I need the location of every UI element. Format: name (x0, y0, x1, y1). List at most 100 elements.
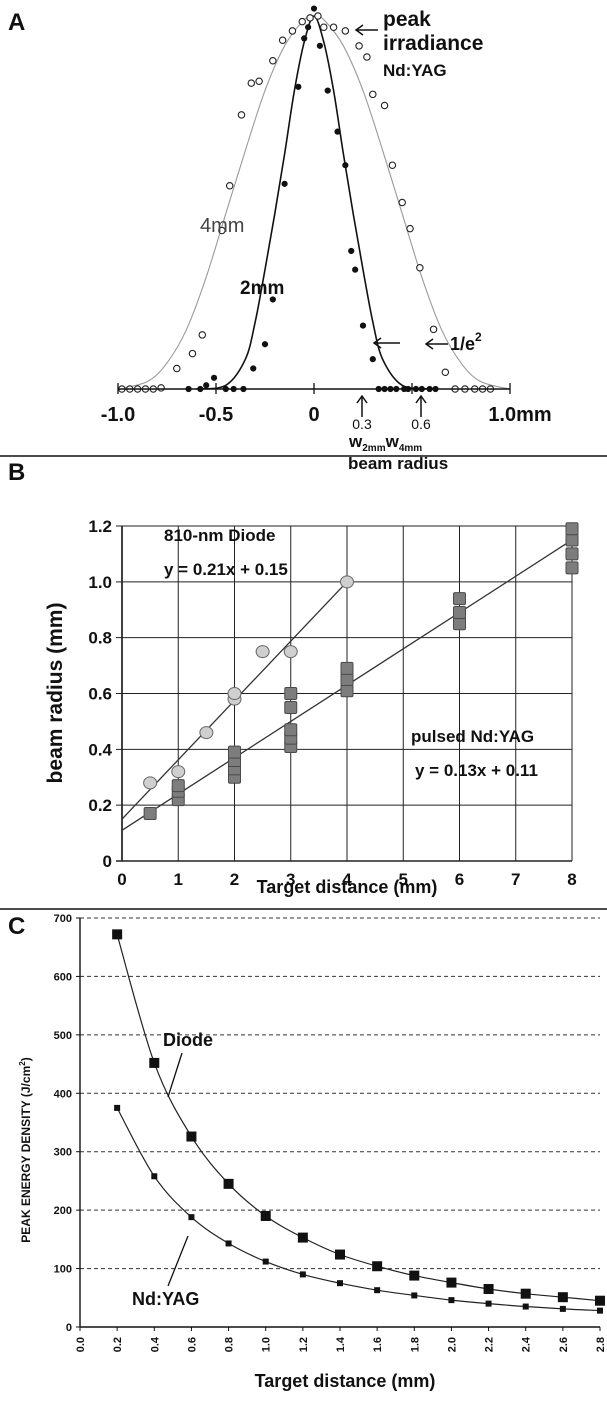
point-Diode-0 (112, 929, 123, 940)
x-tick-label-6: 1.2 (298, 1337, 310, 1352)
x-tick-label-0: 0.0 (75, 1337, 87, 1352)
label-e2: 1/e2 (450, 330, 482, 354)
point-Diode-12 (557, 1292, 568, 1303)
point-Diode-6 (335, 1249, 345, 1260)
point-4mm-11 (237, 111, 246, 119)
panel-a-fit-curves (117, 15, 511, 390)
diode-equation: y = 0.21x + 0.15 (164, 560, 288, 579)
peak-arrow-head-icon (354, 24, 364, 36)
x-tick-label-9: 1.8 (409, 1337, 421, 1352)
ndyag-point-21 (565, 533, 579, 547)
diode-point-7 (340, 575, 354, 589)
point-Diode-4 (260, 1210, 271, 1221)
y-tick-label-1: 0.2 (88, 796, 112, 815)
x-tick-label-14: 2.8 (595, 1337, 607, 1352)
point-Diode-8 (409, 1270, 420, 1281)
point-Diode-11 (520, 1288, 531, 1299)
x-tick-label-4: 1.0mm (488, 404, 551, 426)
point-4mm-32 (441, 368, 450, 376)
y-tick-label-3: 300 (54, 1147, 72, 1159)
point-4mm-25 (369, 90, 377, 99)
ndyag-point-0 (143, 807, 157, 821)
ndyag-point-3 (171, 779, 185, 793)
x-tick-label-1: 1 (174, 870, 183, 889)
panel-c-grid (79, 917, 600, 1328)
x-tick-label-6: 6 (455, 870, 464, 889)
point-2mm-19 (348, 247, 355, 255)
point-Diode-5 (297, 1232, 308, 1243)
x-tick-label-1: -0.5 (199, 404, 233, 426)
diode-series-label: 810-nm Diode (164, 526, 275, 545)
panel-c-xlabel: Target distance (mm) (255, 1371, 436, 1391)
point-4mm-14 (269, 57, 277, 65)
point-4mm-5 (157, 384, 165, 392)
point-Nd:YAG-3 (225, 1240, 232, 1247)
x-tick-label-3: 3 (286, 870, 295, 889)
point-Nd:YAG-9 (448, 1297, 455, 1304)
point-4mm-21 (329, 23, 338, 31)
e2-arrow-2mm-head-icon (372, 337, 382, 349)
panel-c-series-lines (116, 934, 601, 1312)
point-2mm-9 (269, 296, 276, 303)
w4mm-arrow-head-icon (415, 394, 427, 404)
ndyag-point-17 (453, 606, 466, 620)
point-4mm-22 (341, 27, 350, 35)
ndyag-point-19 (565, 561, 579, 575)
x-tick-label-5: 5 (399, 870, 408, 889)
point-2mm-12 (301, 35, 308, 42)
point-4mm-8 (198, 331, 207, 339)
panel-b-xlabel: Target distance (mm) (257, 877, 438, 897)
point-2mm-2 (203, 382, 210, 389)
ndyag-curve-pointer (167, 1235, 189, 1287)
point-4mm-30 (416, 264, 424, 272)
point-4mm-20 (320, 23, 328, 31)
point-Nd:YAG-8 (411, 1292, 418, 1299)
x-tick-label-1: 0.2 (112, 1337, 124, 1352)
x-tick-label-4: 0.8 (224, 1337, 236, 1352)
point-Nd:YAG-6 (337, 1280, 343, 1287)
x-tick-label-2: 0.4 (149, 1336, 161, 1352)
diode-point-0 (143, 776, 158, 790)
point-2mm-15 (316, 42, 323, 49)
w-value-2: 0.6 (411, 416, 431, 432)
x-tick-label-0: 0 (117, 870, 126, 889)
point-Diode-9 (446, 1277, 457, 1288)
point-4mm-26 (380, 101, 389, 110)
e2-arrow-4mm-head-icon (424, 338, 434, 350)
point-4mm-10 (225, 181, 234, 190)
point-Diode-1 (149, 1057, 160, 1068)
x-tick-label-8: 1.6 (372, 1337, 384, 1352)
peak-label-line2: irradiance (383, 32, 483, 55)
point-4mm-6 (173, 364, 181, 373)
ndyag-curve-label: Nd:YAG (132, 1289, 199, 1309)
panel-b-beam-radius-chart: 0 1 2 3 4 5 6 7 8 0 0.2 0.4 0.6 0.8 1.0 1.2 beam radius… (44, 517, 579, 897)
point-2mm-16 (324, 87, 331, 94)
point-4mm-17 (298, 17, 306, 26)
point-2mm-11 (295, 83, 302, 90)
y-tick-label-2: 0.4 (88, 740, 112, 759)
point-Nd:YAG-10 (485, 1300, 492, 1307)
point-4mm-9 (218, 226, 226, 235)
label-4mm: 4mm (200, 215, 244, 237)
w2mm-arrow-head-icon (356, 394, 368, 404)
y-tick-label-5: 500 (54, 1030, 72, 1042)
x-tick-label-2: 2 (230, 870, 239, 889)
point-2mm-7 (250, 365, 257, 372)
point-2mm-3 (210, 374, 218, 381)
diode-curve-label: Diode (163, 1030, 213, 1050)
point-2mm-21 (359, 322, 367, 329)
ndyag-equation: y = 0.13x + 0.11 (415, 761, 538, 780)
y-tick-label-4: 0.8 (88, 629, 112, 648)
point-Nd:YAG-13 (597, 1307, 603, 1314)
diode-point-5 (255, 645, 270, 659)
ndyag-point-18 (453, 592, 466, 606)
panel-c-ticks: 0 100 200 300 400 500 600 700 0.0 0.2 0.4 0.6 0.8 1.0… (54, 913, 607, 1352)
ndyag-point-16 (453, 617, 466, 631)
panel-c-energy-density-chart: 0 100 200 300 400 500 600 700 0.0 0.2 0.4 0.6 0.8 1.0… (18, 913, 607, 1391)
point-Diode-10 (483, 1284, 494, 1295)
point-4mm-31 (429, 325, 438, 334)
point-2mm-22 (369, 356, 376, 363)
point-4mm-15 (278, 36, 287, 44)
point-2mm-17 (334, 128, 341, 135)
x-tick-label-0: -1.0 (101, 404, 135, 426)
